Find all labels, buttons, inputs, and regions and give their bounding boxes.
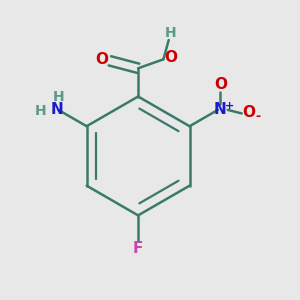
Text: O: O xyxy=(95,52,108,67)
Text: O: O xyxy=(242,105,255,120)
Text: N: N xyxy=(50,102,63,117)
Text: H: H xyxy=(35,104,46,118)
Text: H: H xyxy=(164,26,176,40)
Text: O: O xyxy=(164,50,177,65)
Text: H: H xyxy=(52,90,64,104)
Text: O: O xyxy=(214,76,227,92)
Text: +: + xyxy=(225,101,234,111)
Text: -: - xyxy=(256,110,261,123)
Text: F: F xyxy=(133,242,143,256)
Text: N: N xyxy=(214,102,227,117)
